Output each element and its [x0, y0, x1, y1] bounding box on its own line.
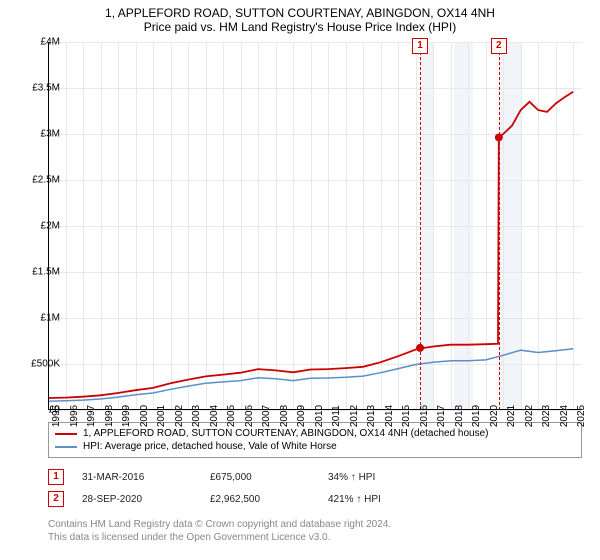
x-axis-label: 2025 — [576, 405, 587, 427]
series-line-hpi — [48, 349, 573, 402]
transaction-row: 1 31-MAR-2016 £675,000 34% ↑ HPI — [48, 466, 381, 488]
y-axis-label: £2M — [41, 221, 60, 232]
legend-label: HPI: Average price, detached house, Vale… — [83, 441, 337, 452]
transaction-price: £2,962,500 — [210, 494, 310, 505]
x-axis-label: 2019 — [471, 405, 482, 427]
chart-marker: 2 — [491, 38, 507, 54]
x-axis-label: 1996 — [69, 405, 80, 427]
transaction-pct: 34% ↑ HPI — [328, 472, 375, 483]
x-axis-label: 2000 — [139, 405, 150, 427]
x-axis-label: 2024 — [559, 405, 570, 427]
x-axis-label: 2018 — [454, 405, 465, 427]
footer-line: This data is licensed under the Open Gov… — [48, 531, 391, 544]
x-axis-label: 2017 — [436, 405, 447, 427]
x-axis-label: 2010 — [314, 405, 325, 427]
x-axis-label: 1999 — [121, 405, 132, 427]
transaction-pct: 421% ↑ HPI — [328, 494, 381, 505]
x-axis-label: 2007 — [261, 405, 272, 427]
x-axis-label: 2002 — [174, 405, 185, 427]
legend-swatch — [55, 446, 77, 448]
y-axis-label: £1.5M — [32, 267, 60, 278]
chart-title: 1, APPLEFORD ROAD, SUTTON COURTENAY, ABI… — [0, 6, 600, 20]
x-axis-label: 2003 — [191, 405, 202, 427]
chart-plot-area: 12 — [48, 42, 582, 410]
x-axis-label: 2012 — [349, 405, 360, 427]
legend: 1, APPLEFORD ROAD, SUTTON COURTENAY, ABI… — [48, 422, 582, 458]
chart-marker: 1 — [412, 38, 428, 54]
chart-subtitle: Price paid vs. HM Land Registry's House … — [0, 20, 600, 34]
x-axis-label: 2004 — [209, 405, 220, 427]
legend-item: 1, APPLEFORD ROAD, SUTTON COURTENAY, ABI… — [55, 427, 575, 440]
x-axis-label: 2016 — [419, 405, 430, 427]
x-axis-label: 2005 — [226, 405, 237, 427]
series-line-price_paid — [48, 92, 573, 398]
x-axis-label: 2001 — [156, 405, 167, 427]
x-axis-label: 2006 — [244, 405, 255, 427]
x-axis-label: 1995 — [51, 405, 62, 427]
transaction-date: 31-MAR-2016 — [82, 472, 192, 483]
x-axis-label: 1997 — [86, 405, 97, 427]
y-axis-label: £3M — [41, 129, 60, 140]
x-axis-label: 2008 — [279, 405, 290, 427]
x-axis-label: 2023 — [541, 405, 552, 427]
y-axis-label: £500K — [31, 359, 60, 370]
transaction-marker: 2 — [48, 491, 64, 507]
transaction-marker: 1 — [48, 469, 64, 485]
legend-label: 1, APPLEFORD ROAD, SUTTON COURTENAY, ABI… — [83, 428, 489, 439]
legend-swatch — [55, 433, 77, 435]
transaction-date: 28-SEP-2020 — [82, 494, 192, 505]
x-axis-label: 2022 — [524, 405, 535, 427]
y-axis-label: £3.5M — [32, 83, 60, 94]
x-axis-label: 2014 — [384, 405, 395, 427]
x-axis-label: 2013 — [366, 405, 377, 427]
y-axis-label: £1M — [41, 313, 60, 324]
transaction-row: 2 28-SEP-2020 £2,962,500 421% ↑ HPI — [48, 488, 381, 510]
legend-item: HPI: Average price, detached house, Vale… — [55, 440, 575, 453]
y-axis-label: £2.5M — [32, 175, 60, 186]
x-axis-label: 1998 — [104, 405, 115, 427]
transaction-table: 1 31-MAR-2016 £675,000 34% ↑ HPI 2 28-SEP-202… — [48, 466, 381, 510]
x-axis-label: 2021 — [506, 405, 517, 427]
x-axis-label: 2011 — [331, 405, 342, 427]
y-axis-label: £4M — [41, 37, 60, 48]
transaction-price: £675,000 — [210, 472, 310, 483]
footer-line: Contains HM Land Registry data © Crown c… — [48, 518, 391, 531]
x-axis-label: 2020 — [489, 405, 500, 427]
x-axis-label: 2009 — [296, 405, 307, 427]
footer: Contains HM Land Registry data © Crown c… — [48, 518, 391, 544]
x-axis-label: 2015 — [401, 405, 412, 427]
